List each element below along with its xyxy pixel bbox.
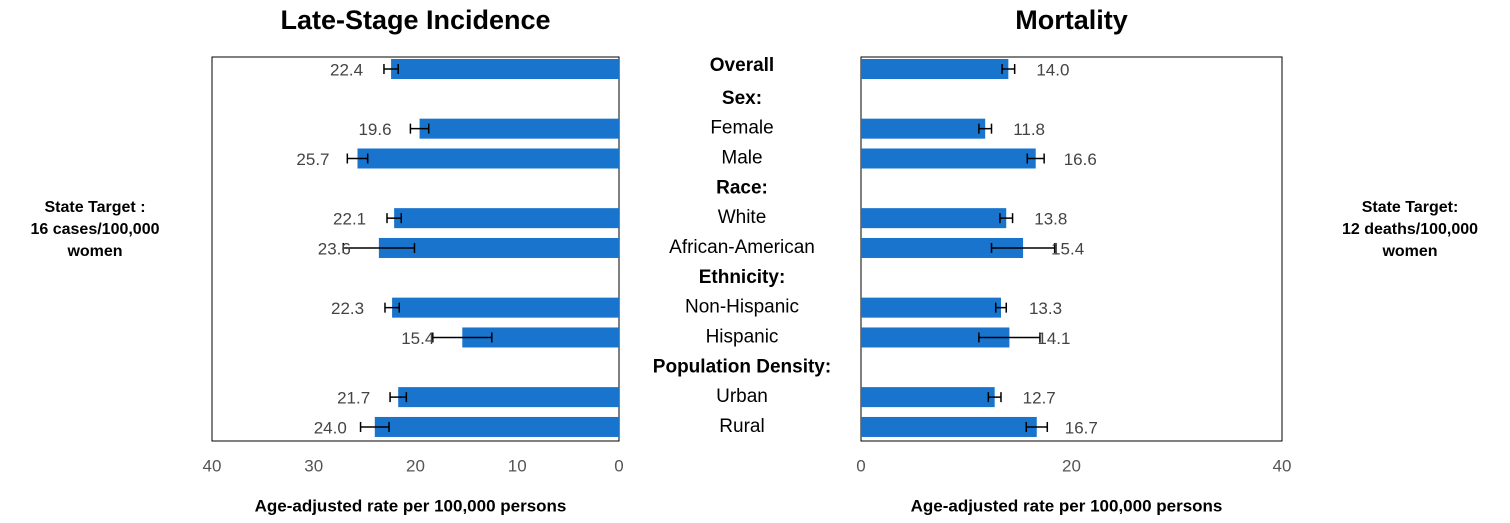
error-bar xyxy=(384,302,400,313)
value-label: 16.7 xyxy=(1065,418,1098,437)
category-label: Non-Hispanic xyxy=(685,297,799,318)
x-tick-label: 0 xyxy=(614,456,623,475)
error-bar xyxy=(1025,421,1049,432)
x-tick-label: 40 xyxy=(203,456,222,475)
chart-title: Mortality xyxy=(1015,5,1128,35)
error-bar xyxy=(386,213,403,224)
value-label: 16.6 xyxy=(1064,150,1097,169)
x-tick-label: 20 xyxy=(406,456,425,475)
value-label: 14.1 xyxy=(1037,329,1070,348)
category-label: Male xyxy=(721,148,762,169)
x-tick-label: 40 xyxy=(1273,456,1292,475)
annotation: State Target : xyxy=(44,199,145,216)
category-label: Ethnicity: xyxy=(699,267,786,288)
error-bar xyxy=(978,123,993,134)
category-label: Female xyxy=(710,118,773,139)
error-bar xyxy=(383,64,399,74)
value-label: 22.3 xyxy=(331,299,364,318)
bar xyxy=(861,416,1037,437)
annotation: women xyxy=(66,243,122,260)
value-label: 22.1 xyxy=(333,210,366,229)
error-bar xyxy=(359,421,390,432)
bar xyxy=(419,118,619,139)
category-label: Race: xyxy=(716,177,768,198)
x-tick-label: 0 xyxy=(856,456,865,475)
bar xyxy=(357,148,619,169)
value-label: 13.3 xyxy=(1029,299,1062,318)
value-label: 15.4 xyxy=(1051,239,1084,258)
value-label: 24.0 xyxy=(314,418,347,437)
category-label: Rural xyxy=(719,416,764,437)
x-axis-label: Age-adjusted rate per 100,000 persons xyxy=(255,496,567,515)
value-label: 13.8 xyxy=(1034,210,1067,229)
error-bar xyxy=(409,123,430,134)
error-bar xyxy=(346,153,369,164)
error-bar xyxy=(1001,64,1016,74)
x-axis-label: Age-adjusted rate per 100,000 persons xyxy=(911,496,1223,515)
error-bar xyxy=(342,242,416,253)
bar xyxy=(394,208,619,229)
x-tick-label: 20 xyxy=(1062,456,1081,475)
annotation: State Target: xyxy=(1362,199,1459,216)
error-bar xyxy=(990,242,1056,253)
error-bar xyxy=(389,392,408,403)
category-label: Overall xyxy=(710,55,774,76)
value-label: 21.7 xyxy=(337,389,370,408)
error-bar xyxy=(978,332,1041,343)
bar xyxy=(462,327,619,348)
category-label: Urban xyxy=(716,386,768,407)
bar xyxy=(861,297,1001,318)
bar xyxy=(398,387,619,408)
bar xyxy=(378,237,619,258)
value-label: 11.8 xyxy=(1013,120,1045,139)
category-label: Sex: xyxy=(722,88,762,109)
bar xyxy=(861,59,1009,79)
bar xyxy=(391,59,619,79)
bar xyxy=(861,148,1036,169)
value-label: 14.0 xyxy=(1036,60,1069,79)
annotation: women xyxy=(1381,243,1437,260)
value-label: 15.4 xyxy=(401,329,434,348)
error-bar xyxy=(1026,153,1045,164)
bar xyxy=(861,327,1010,348)
annotation: 16 cases/100,000 xyxy=(30,221,159,238)
error-bar xyxy=(432,332,493,343)
bar xyxy=(861,118,986,139)
bar xyxy=(374,416,619,437)
category-label: Hispanic xyxy=(706,326,779,347)
bar xyxy=(861,208,1007,229)
chart-title: Late-Stage Incidence xyxy=(280,5,550,35)
value-label: 12.7 xyxy=(1023,389,1056,408)
category-label: African-American xyxy=(669,237,815,258)
bar xyxy=(392,297,619,318)
value-label: 23.6 xyxy=(318,239,351,258)
category-label: White xyxy=(718,207,767,228)
error-bar xyxy=(999,213,1014,224)
error-bar xyxy=(994,302,1007,313)
category-label: Population Density: xyxy=(653,356,831,377)
annotation: 12 deaths/100,000 xyxy=(1342,221,1478,238)
error-bar xyxy=(987,392,1002,403)
value-label: 25.7 xyxy=(296,150,329,169)
x-tick-label: 10 xyxy=(508,456,527,475)
bar xyxy=(861,237,1024,258)
value-label: 19.6 xyxy=(358,120,391,139)
bar xyxy=(861,387,995,408)
x-tick-label: 30 xyxy=(304,456,323,475)
value-label: 22.4 xyxy=(330,60,363,79)
